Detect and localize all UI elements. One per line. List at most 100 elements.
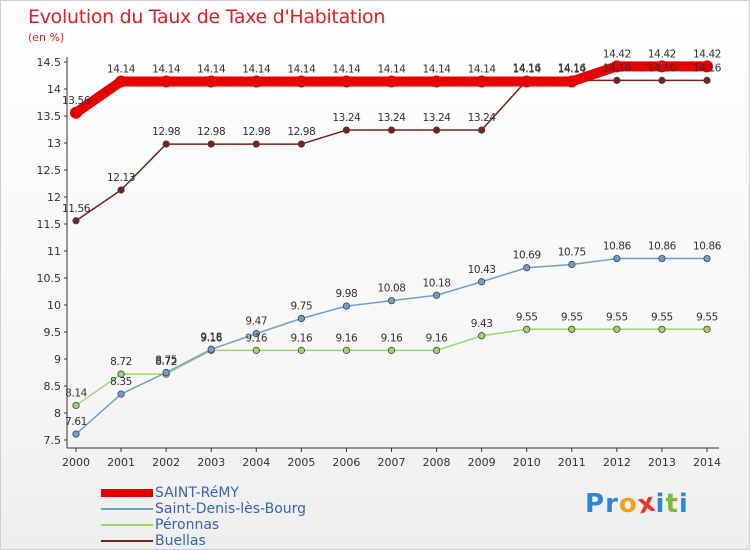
data-label: 14.14 (152, 63, 181, 75)
series-point (520, 75, 533, 88)
data-label: 10.86 (693, 241, 722, 253)
series-point (295, 75, 308, 88)
legend-swatch (101, 540, 153, 542)
series-point (613, 325, 621, 333)
y-tick-label: 9.5 (44, 326, 62, 339)
series-point (565, 75, 578, 88)
data-label: 9.16 (200, 332, 222, 344)
y-tick-label: 13 (47, 137, 61, 150)
series-point (117, 186, 125, 194)
series-point (703, 325, 711, 333)
data-label: 13.24 (423, 112, 452, 124)
data-label: 9.55 (606, 311, 628, 323)
x-tick-label: 2002 (152, 456, 180, 469)
logo-letter: i (678, 489, 689, 519)
data-label: 9.55 (516, 311, 538, 323)
logo-letter: o (618, 489, 638, 519)
series-point (430, 75, 443, 88)
series-point (117, 370, 125, 378)
data-label: 7.61 (65, 416, 87, 428)
series-point (703, 76, 711, 84)
logo-letter: i (655, 489, 666, 519)
x-tick-label: 2011 (558, 456, 586, 469)
series-point (478, 332, 486, 340)
data-label: 8.72 (110, 356, 132, 368)
legend-label: SAINT-RéMY (155, 485, 239, 501)
data-label: 10.86 (648, 241, 677, 253)
data-label: 14.16 (603, 62, 632, 74)
legend-label: Saint-Denis-lès-Bourg (155, 501, 307, 517)
series-point (387, 126, 396, 134)
y-tick-label: 11 (47, 245, 61, 258)
legend-label: Buellas (155, 533, 206, 549)
series-point (385, 75, 398, 88)
series-point (162, 140, 170, 148)
data-label: 10.86 (603, 241, 632, 253)
series-point (115, 75, 128, 88)
y-tick-label: 10.5 (37, 272, 62, 285)
y-tick-label: 13.5 (37, 110, 62, 123)
data-label: 9.16 (381, 332, 403, 344)
series-point (432, 126, 441, 134)
data-label: 14.16 (693, 62, 722, 74)
x-tick-label: 2007 (378, 456, 406, 469)
data-label: 9.47 (245, 316, 267, 328)
y-tick-label: 14 (47, 83, 61, 96)
series-point (568, 260, 576, 269)
y-tick-label: 11.5 (37, 218, 62, 231)
data-label: 10.18 (423, 277, 451, 289)
series-point (613, 76, 621, 84)
series-point (252, 140, 260, 148)
data-label: 9.55 (561, 311, 583, 323)
data-label: 12.98 (197, 126, 225, 138)
series-point (432, 346, 441, 354)
x-tick-label: 2009 (468, 456, 496, 469)
x-tick-label: 2010 (513, 456, 541, 469)
series-point (523, 325, 531, 333)
series-point (297, 140, 305, 148)
series-point (117, 390, 125, 398)
logo-letter: t (665, 489, 679, 519)
y-tick-label: 12.5 (37, 164, 62, 177)
series-point (72, 217, 80, 225)
data-label: 11.56 (62, 203, 91, 215)
series-point (160, 75, 173, 88)
series-point (207, 140, 215, 148)
series-point (342, 346, 351, 354)
series-point (478, 278, 486, 286)
x-tick-label: 2005 (287, 456, 315, 469)
series-point (252, 330, 260, 338)
y-tick-label: 9 (54, 353, 61, 366)
series-point (523, 264, 531, 272)
data-label: 14.14 (287, 63, 316, 75)
legend-item: Saint-Denis-lès-Bourg (101, 501, 306, 517)
data-label: 14.14 (332, 63, 361, 75)
data-label: 10.75 (558, 247, 586, 259)
data-label: 12.98 (287, 126, 315, 138)
legend-label: Péronnas (155, 517, 220, 533)
series-point (72, 430, 80, 438)
x-tick-label: 2000 (62, 456, 90, 469)
series-point (342, 126, 351, 134)
series-point (72, 401, 80, 410)
chart-title: Evolution du Taux de Taxe d'Habitation (28, 6, 386, 28)
proxiti-logo: Proxiti (585, 487, 689, 520)
y-tick-label: 14.5 (37, 56, 62, 69)
data-label: 9.75 (290, 301, 312, 313)
series-point (701, 60, 713, 73)
data-label: 9.16 (290, 332, 312, 344)
data-label: 14.14 (423, 63, 452, 75)
data-label: 9.18 (200, 331, 222, 343)
data-label: 14.14 (468, 63, 497, 75)
data-label: 9.55 (696, 311, 718, 323)
series-point (478, 126, 486, 134)
data-label: 8.35 (110, 376, 132, 388)
logo-letter: P (585, 489, 606, 519)
series-point (613, 254, 621, 263)
series-point (475, 75, 488, 88)
data-label: 14.14 (558, 63, 587, 75)
data-label: 10.69 (513, 250, 541, 262)
series-point (432, 291, 441, 299)
data-label: 14.14 (107, 63, 136, 75)
logo-letter: r (605, 489, 619, 519)
